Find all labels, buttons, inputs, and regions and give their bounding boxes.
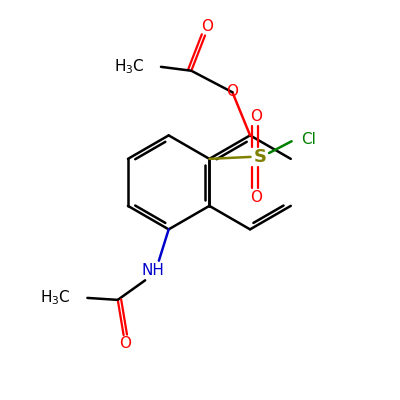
Text: O: O — [201, 19, 213, 34]
Text: NH: NH — [142, 263, 164, 278]
Text: O: O — [250, 109, 262, 124]
Text: O: O — [120, 336, 132, 352]
Text: H$_3$C: H$_3$C — [114, 58, 144, 76]
Text: O: O — [250, 190, 262, 204]
Text: H$_3$C: H$_3$C — [40, 288, 71, 307]
Text: S: S — [254, 148, 267, 166]
Text: Cl: Cl — [301, 132, 316, 147]
Text: O: O — [226, 84, 238, 99]
